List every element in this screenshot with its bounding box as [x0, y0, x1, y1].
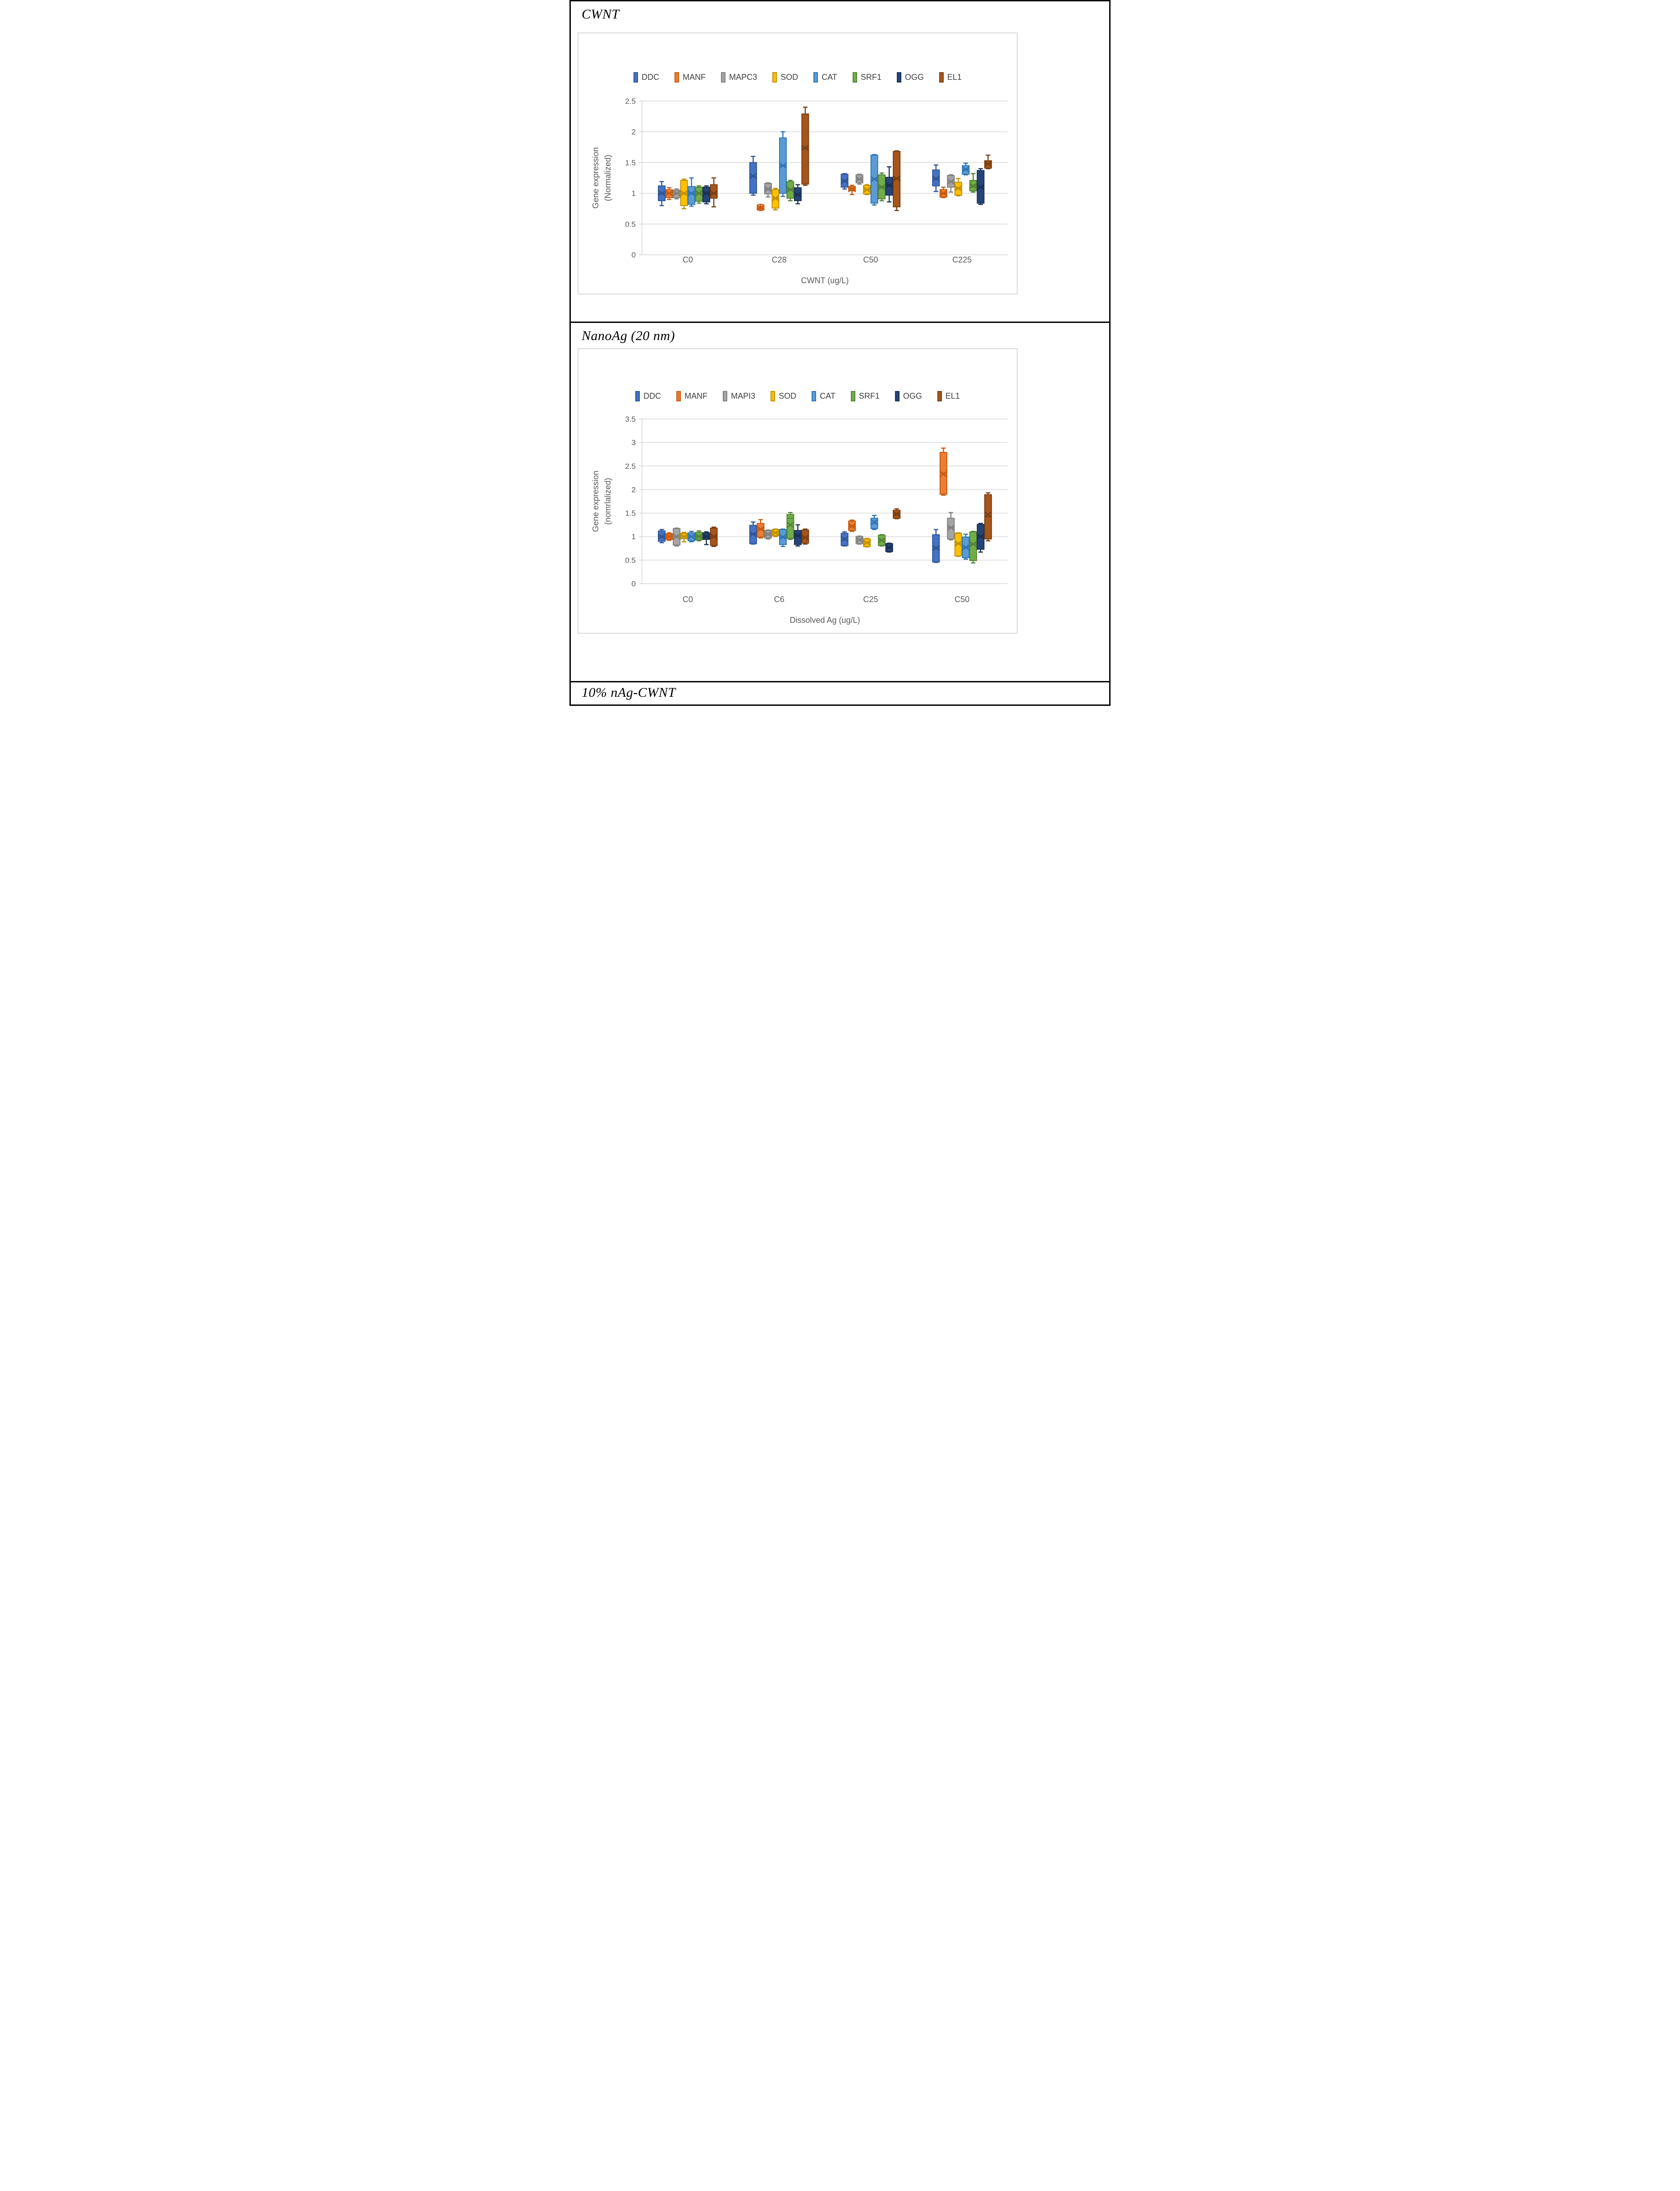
- x-category-label: C28: [772, 255, 787, 264]
- y-tick-label: 0: [632, 251, 636, 259]
- box-series-CAT: [687, 131, 970, 207]
- x-category-label: C50: [863, 255, 878, 264]
- y-tick-label: 3: [632, 438, 636, 447]
- box-series-CAT: [687, 515, 970, 560]
- x-category-label: C50: [955, 595, 969, 604]
- gridlines: [639, 101, 1008, 255]
- box-series-SOD: [680, 178, 963, 211]
- box-plot-nanoag: 0 0.5 1 1.5 2 2.5 3 3.5 C0 C6 C25 C50 Dissolved Ag (…: [591, 415, 1008, 625]
- x-category-label: C0: [683, 255, 693, 264]
- y-axis-title: Gene expression (nomrlalized): [591, 470, 612, 532]
- gridlines: [639, 419, 1008, 584]
- panel-title-nag-cwnt: 10% nAg-CWNT: [582, 685, 676, 700]
- x-category-label: C0: [683, 595, 693, 604]
- panel-divider: [571, 322, 1109, 323]
- panel-title-nanoag: NanoAg (20 nm): [582, 328, 675, 343]
- y-tick-label: 1: [632, 189, 636, 198]
- y-tick-label: 1: [632, 533, 636, 541]
- x-category-label: C6: [774, 595, 785, 604]
- chart-cwnt: DDC MANF MAPC3 SOD CAT SRF1 OGG EL1 0 0.5 1 1.5 2 2.…: [578, 32, 1018, 295]
- figure-page: CWNT DDC MANF MAPC3 SOD CAT SRF1 OGG EL1 0 0.5 1 1…: [569, 0, 1111, 706]
- panel-divider: [571, 681, 1109, 682]
- y-tick-label: 1.5: [625, 158, 636, 167]
- box-series-MANF: [665, 184, 948, 212]
- box-series-DDC: [657, 521, 940, 563]
- y-tick-label: 1.5: [625, 509, 636, 518]
- box-series-DDC: [657, 156, 940, 207]
- y-tick-label: 2.5: [625, 462, 636, 470]
- box-series-SOD: [680, 528, 963, 557]
- y-tick-label: 0.5: [625, 556, 636, 565]
- chart-nanoag: DDC MANF MAPI3 SOD CAT SRF1 OGG EL1 0 0.5 1 1.5 2 2.…: [578, 348, 1018, 634]
- y-tick-label: 3.5: [625, 415, 636, 423]
- box-series-MANF: [665, 447, 948, 541]
- x-axis-title: CWNT (ug/L): [801, 276, 849, 285]
- box-plot-cwnt: 0 0.5 1 1.5 2 2.5 C0 C28 C50 C225 CWNT (ug/L) Gene …: [591, 97, 1008, 285]
- box-series-SRF1: [695, 512, 978, 564]
- panel-nag-cwnt: 10% nAg-CWNT: [571, 682, 1109, 704]
- y-axis-title: Gene expression (Normalized): [591, 147, 612, 208]
- y-tick-label: 2: [632, 485, 636, 494]
- x-axis-title: Dissolved Ag (ug/L): [790, 616, 860, 625]
- panel-nanoag: NanoAg (20 nm) DDC MANF MAPI3 SOD CAT SRF1 OGG…: [571, 323, 1109, 681]
- y-tick-label: 2: [632, 128, 636, 136]
- y-tick-label: 0: [632, 580, 636, 588]
- box-series-OGG: [702, 166, 985, 205]
- box-series-EL1: [710, 106, 992, 212]
- box-series-OGG: [702, 523, 985, 553]
- y-tick-label: 2.5: [625, 97, 636, 106]
- panel-title-cwnt: CWNT: [582, 7, 620, 22]
- panel-cwnt: CWNT DDC MANF MAPC3 SOD CAT SRF1 OGG EL1 0 0.5 1 1…: [571, 1, 1109, 322]
- y-tick-label: 0.5: [625, 220, 636, 229]
- box-series-MAPC3: [672, 174, 955, 200]
- box-series-EL1: [710, 492, 992, 547]
- x-category-label: C225: [952, 255, 972, 264]
- box-series-MAPI3: [672, 512, 955, 547]
- x-category-label: C25: [863, 595, 878, 604]
- box-series-SRF1: [695, 172, 978, 204]
